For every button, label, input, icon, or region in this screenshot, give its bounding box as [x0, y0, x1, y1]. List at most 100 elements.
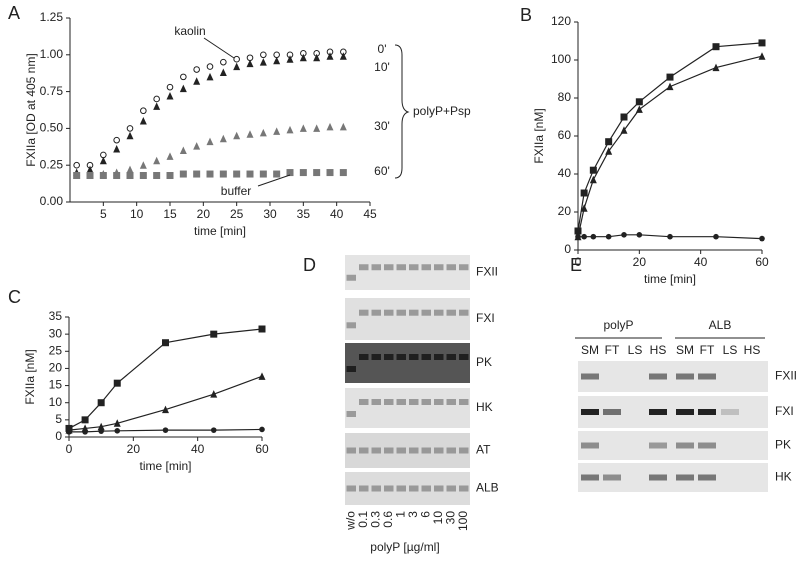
marker [758, 52, 766, 60]
marker [590, 233, 597, 240]
marker [313, 169, 321, 177]
marker [581, 233, 587, 240]
y-tick-label: 25 [49, 343, 63, 357]
y-tick-label: 20 [49, 361, 63, 375]
marker [259, 128, 267, 137]
marker [99, 172, 107, 180]
marker [113, 379, 121, 387]
marker [193, 142, 201, 150]
marker [219, 134, 227, 143]
marker [635, 98, 643, 106]
gel-band [698, 474, 716, 481]
axis-line [68, 317, 262, 438]
lane-label: 0.6 [381, 511, 395, 528]
marker [758, 39, 766, 47]
marker [98, 428, 104, 434]
gel-strip [578, 431, 768, 460]
lane-label: LS [628, 343, 643, 357]
gel-row-label: FXI [775, 404, 794, 418]
gel-band [359, 309, 369, 316]
gel-band [396, 264, 406, 271]
marker [86, 165, 94, 174]
gel-band [359, 485, 369, 492]
gel-band [649, 474, 667, 481]
gel-row-label: HK [775, 470, 792, 484]
marker [260, 51, 267, 59]
x-tick-label: 5 [100, 207, 107, 221]
marker [299, 53, 307, 62]
marker [206, 63, 214, 70]
marker [575, 233, 581, 240]
gel-band [384, 399, 394, 405]
marker [82, 429, 88, 435]
marker [162, 339, 169, 347]
x-tick-label: 60 [755, 255, 769, 269]
marker [313, 53, 321, 62]
marker [219, 68, 227, 76]
y-tick-label: 60 [558, 128, 572, 142]
marker [589, 166, 597, 174]
x-axis-label: time [min] [644, 272, 696, 286]
marker [666, 82, 674, 91]
series-label: 0' [378, 42, 387, 56]
marker [219, 170, 227, 178]
gel-row-label: PK [476, 355, 492, 369]
marker [273, 127, 281, 135]
y-tick-label: 0.75 [40, 84, 64, 98]
gel-band [676, 409, 694, 415]
marker [273, 56, 281, 65]
gel-row-label: PK [775, 438, 791, 452]
gel-band [409, 354, 419, 360]
marker [193, 170, 201, 178]
marker [326, 122, 334, 131]
gel-band [446, 447, 456, 454]
gel-row-label: AT [476, 443, 491, 457]
gel-strip [345, 255, 470, 290]
gel-band [603, 409, 621, 415]
y-tick-label: 0 [564, 242, 571, 256]
marker [113, 136, 120, 144]
marker [326, 169, 334, 177]
marker [113, 172, 121, 180]
marker [99, 156, 107, 165]
gel-band [434, 354, 444, 360]
marker [153, 102, 161, 110]
lane-label: 0.3 [368, 511, 382, 528]
x-tick-label: 40 [694, 255, 708, 269]
y-tick-label: 40 [558, 166, 572, 180]
gel-band [421, 399, 431, 405]
gel-strip [578, 361, 768, 392]
marker [286, 169, 294, 177]
y-tick-label: 1.25 [40, 10, 64, 24]
marker [153, 172, 161, 180]
y-tick-label: 80 [558, 90, 572, 104]
gel-band [359, 264, 369, 271]
marker [153, 156, 161, 165]
series-label: 30' [374, 119, 390, 133]
gel-band [396, 309, 406, 316]
gel-band [371, 447, 381, 454]
marker [113, 419, 121, 427]
axis-line [577, 22, 762, 251]
gel-band [409, 447, 419, 454]
marker [580, 189, 588, 197]
marker [166, 152, 174, 160]
gel-band [384, 264, 394, 271]
y-tick-label: 1.00 [40, 47, 64, 61]
gel-band [446, 309, 456, 316]
gel-band [371, 485, 381, 492]
x-tick-label: 20 [197, 207, 211, 221]
panel-label: A [8, 3, 20, 23]
marker [258, 372, 266, 380]
marker [589, 175, 597, 184]
series-label: 60' [374, 164, 390, 178]
gel-row-label: FXI [476, 311, 495, 325]
x-tick-label: 0 [575, 255, 582, 269]
marker [259, 170, 267, 178]
lane-label: FT [605, 343, 620, 357]
gel-band [459, 309, 469, 316]
marker [233, 170, 241, 178]
marker [339, 52, 347, 60]
annotation: buffer [221, 184, 251, 198]
lane-label: 30 [443, 511, 457, 525]
